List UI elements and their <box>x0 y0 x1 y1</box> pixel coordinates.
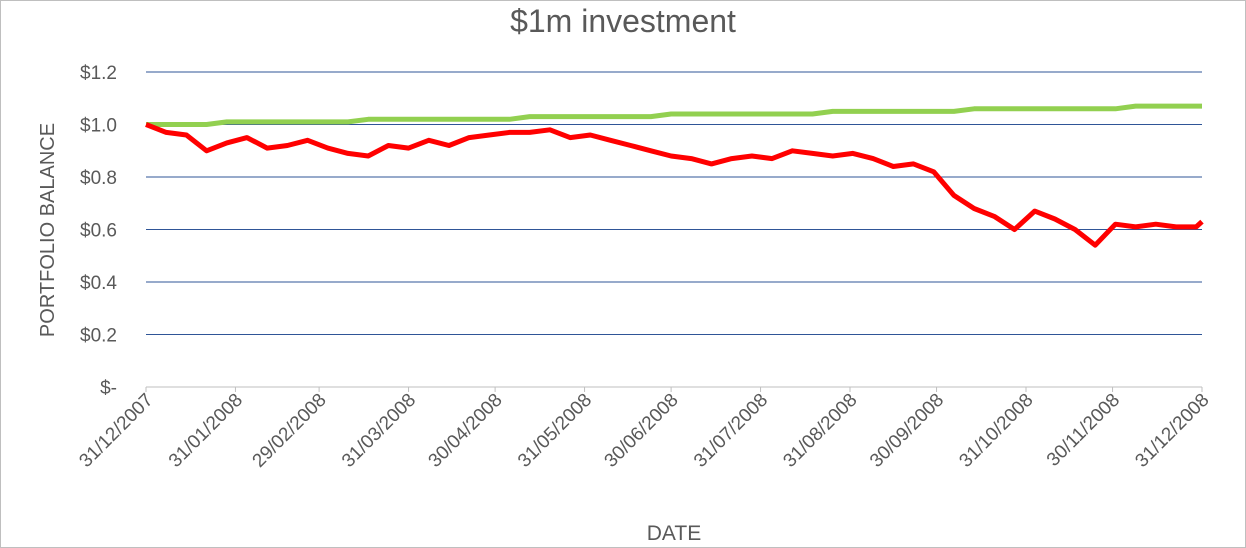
y-tick-label: $0.6 <box>80 221 117 242</box>
y-tick-label: $0.8 <box>80 168 117 189</box>
series-line <box>146 103 1202 127</box>
y-tick-label: $1.0 <box>80 116 117 137</box>
y-tick-label: $0.4 <box>80 273 117 294</box>
series-line <box>145 122 1204 248</box>
y-tick-label: $0.2 <box>80 326 117 347</box>
y-tick-label: $1.2 <box>80 63 117 84</box>
chart-title: $1m investment <box>510 3 736 39</box>
y-axis-label: PORTFOLIO BALANCE <box>37 123 59 337</box>
x-axis-label: DATE <box>647 522 701 545</box>
y-tick-label: $- <box>100 378 117 399</box>
